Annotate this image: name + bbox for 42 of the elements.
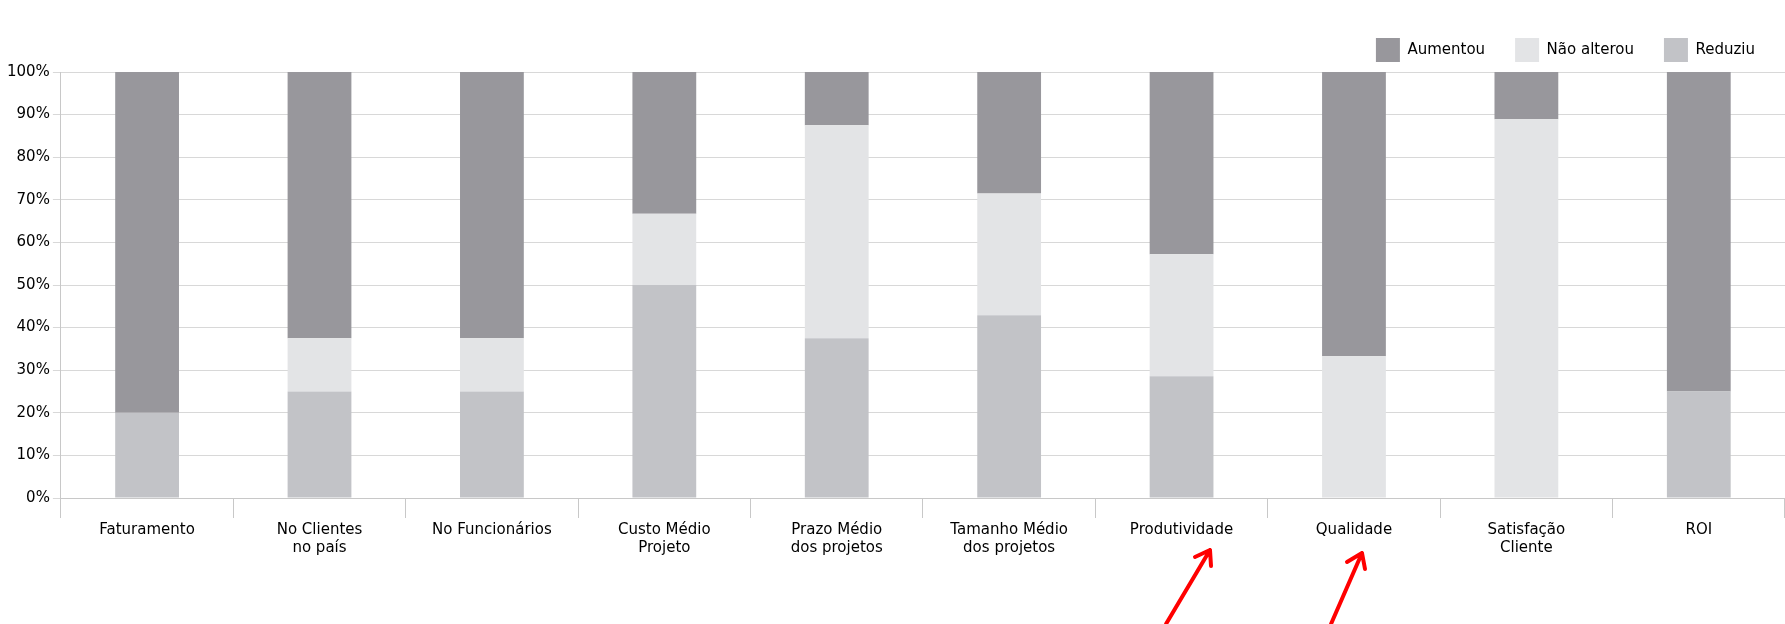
y-tick-label: 90% <box>16 104 50 123</box>
x-tick-label: Produtividade <box>1129 519 1234 538</box>
bar <box>632 213 697 285</box>
bar <box>804 72 869 126</box>
bar <box>1666 72 1731 392</box>
y-tick-label: 100% <box>6 61 50 80</box>
bar <box>460 72 524 339</box>
x-tick-label: Tamanho Médio dos projetos <box>949 519 1068 556</box>
bar <box>1322 72 1386 357</box>
x-tick-label: Satisfação Cliente <box>1487 519 1566 556</box>
x-tick-label: Custo Médio Projeto <box>617 519 711 556</box>
bar <box>1494 72 1559 120</box>
y-tick-label: 10% <box>16 445 50 464</box>
x-tick-label: Faturamento <box>99 519 195 538</box>
x-tick-label: No Clientes no país <box>276 519 363 556</box>
bar <box>115 72 179 413</box>
bar <box>1494 119 1559 498</box>
y-tick-label: 80% <box>16 147 50 166</box>
bar <box>977 193 1042 316</box>
y-tick-label: 0% <box>26 487 50 506</box>
bar <box>460 338 524 392</box>
legend-label: Aumentou <box>1407 39 1486 58</box>
x-tick-label: Prazo Médio dos projetos <box>790 519 883 556</box>
y-tick-label: 30% <box>16 360 50 379</box>
y-tick-label: 50% <box>16 274 50 293</box>
bar <box>1322 356 1386 498</box>
legend-label: Não alterou <box>1546 39 1634 58</box>
bar <box>1149 72 1214 255</box>
bar <box>287 338 352 392</box>
bar <box>804 125 869 339</box>
y-tick-label: 20% <box>16 402 50 421</box>
x-tick-label: No Funcionários <box>432 519 552 538</box>
bar <box>632 72 697 214</box>
x-tick-label: ROI <box>1685 519 1713 538</box>
y-tick-label: 40% <box>16 317 50 336</box>
x-tick-label: Qualidade <box>1315 519 1393 538</box>
legend-label: Reduziu <box>1695 39 1756 58</box>
bar <box>977 72 1042 194</box>
bar <box>287 72 352 339</box>
bar <box>1149 254 1214 377</box>
y-tick-label: 70% <box>16 189 50 208</box>
y-tick-label: 60% <box>16 232 50 251</box>
